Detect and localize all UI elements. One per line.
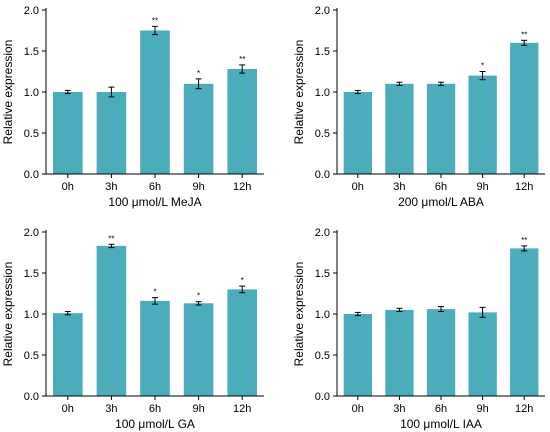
x-axis-label: 100 μmol/L GA — [115, 417, 195, 431]
significance-mark: * — [197, 292, 200, 301]
bar-0h — [343, 92, 372, 174]
x-axis-label: 100 μmol/L MeJA — [108, 195, 201, 209]
bar-9h — [468, 75, 497, 174]
bar-9h — [468, 312, 497, 396]
significance-mark: ** — [152, 16, 158, 25]
significance-mark: * — [481, 62, 484, 71]
bar-0h — [53, 92, 83, 174]
y-tick-label: 0.5 — [24, 350, 39, 362]
x-tick-label: 6h — [149, 181, 161, 193]
x-tick-label: 0h — [62, 181, 74, 193]
y-tick-label: 0.5 — [315, 350, 330, 362]
y-tick-label: 2.0 — [315, 5, 330, 17]
x-tick-label: 0h — [352, 181, 364, 193]
x-tick-label: 12h — [515, 181, 533, 193]
y-tick-label: 2.0 — [24, 5, 39, 17]
significance-mark: ** — [521, 30, 527, 39]
bar-3h — [385, 309, 414, 396]
y-tick-label: 1.0 — [315, 309, 330, 321]
y-tick-label: 0.5 — [24, 128, 39, 140]
x-tick-label: 3h — [393, 181, 405, 193]
y-axis-label: Relative expression — [1, 262, 15, 367]
x-axis-label: 200 μmol/L ABA — [398, 195, 484, 209]
x-tick-label: 9h — [476, 181, 488, 193]
significance-mark: * — [197, 69, 200, 78]
chart-panel-4: 0h 3h 6h 9h ** 12h 0.0 0.5 1.0 1.5 2.0 100 μmol/L I… — [292, 227, 545, 431]
bar-9h — [183, 303, 214, 396]
x-axis-label: 100 μmol/L IAA — [400, 417, 482, 431]
y-tick-label: 0.0 — [315, 169, 330, 181]
bar-6h — [140, 300, 170, 396]
significance-mark: ** — [521, 236, 527, 245]
bar-12h — [227, 289, 257, 396]
x-tick-label: 3h — [105, 403, 117, 415]
y-tick-label: 2.0 — [315, 227, 330, 239]
bar-6h — [426, 309, 456, 396]
bar-12h — [227, 69, 257, 174]
y-axis-label: Relative expression — [292, 262, 306, 367]
bar-3h — [96, 245, 127, 396]
x-tick-label: 12h — [233, 403, 251, 415]
significance-mark: * — [241, 276, 244, 285]
y-tick-label: 1.5 — [315, 46, 330, 58]
y-tick-label: 0.0 — [24, 169, 39, 181]
x-tick-label: 3h — [393, 403, 405, 415]
x-tick-label: 9h — [192, 181, 204, 193]
significance-mark: ** — [239, 55, 245, 64]
y-tick-label: 1.5 — [315, 268, 330, 280]
y-tick-label: 1.0 — [315, 87, 330, 99]
x-tick-label: 0h — [62, 403, 74, 415]
bar-3h — [385, 83, 414, 174]
x-tick-label: 6h — [435, 181, 447, 193]
y-tick-label: 0.5 — [315, 128, 330, 140]
bar-6h — [140, 30, 170, 174]
significance-mark: ** — [108, 234, 114, 243]
bar-12h — [510, 42, 539, 174]
y-tick-label: 2.0 — [24, 227, 39, 239]
x-tick-label: 0h — [352, 403, 364, 415]
y-axis-label: Relative expression — [292, 40, 306, 145]
y-tick-label: 1.0 — [24, 87, 39, 99]
bar-9h — [183, 83, 214, 174]
x-tick-label: 6h — [435, 403, 447, 415]
y-tick-label: 1.0 — [24, 309, 39, 321]
y-axis-label: Relative expression — [1, 40, 15, 145]
chart-panel-1: 0h 3h ** 6h * 9h ** 12h 0.0 0.5 1.0 1.5 2.0 100 μmol/… — [1, 5, 264, 209]
x-tick-label: 9h — [476, 403, 488, 415]
x-tick-label: 6h — [149, 403, 161, 415]
chart-panel-2: 0h 3h 6h * 9h ** 12h 0.0 0.5 1.0 1.5 2.0 200 μmol/L … — [292, 5, 545, 209]
y-tick-label: 0.0 — [315, 391, 330, 403]
y-tick-label: 1.5 — [24, 268, 39, 280]
chart-panel-3: 0h ** 3h * 6h * 9h * 12h 0.0 0.5 1.0 1.5 2.0 100 μmol/… — [1, 227, 264, 431]
x-tick-label: 12h — [233, 181, 251, 193]
bar-6h — [426, 83, 456, 174]
x-tick-label: 12h — [515, 403, 533, 415]
bar-12h — [510, 248, 539, 396]
bar-0h — [343, 314, 372, 396]
bar-3h — [96, 92, 127, 174]
bar-0h — [53, 313, 83, 396]
significance-mark: * — [153, 288, 156, 297]
y-tick-label: 1.5 — [24, 46, 39, 58]
y-tick-label: 0.0 — [24, 391, 39, 403]
x-tick-label: 9h — [192, 403, 204, 415]
x-tick-label: 3h — [105, 181, 117, 193]
